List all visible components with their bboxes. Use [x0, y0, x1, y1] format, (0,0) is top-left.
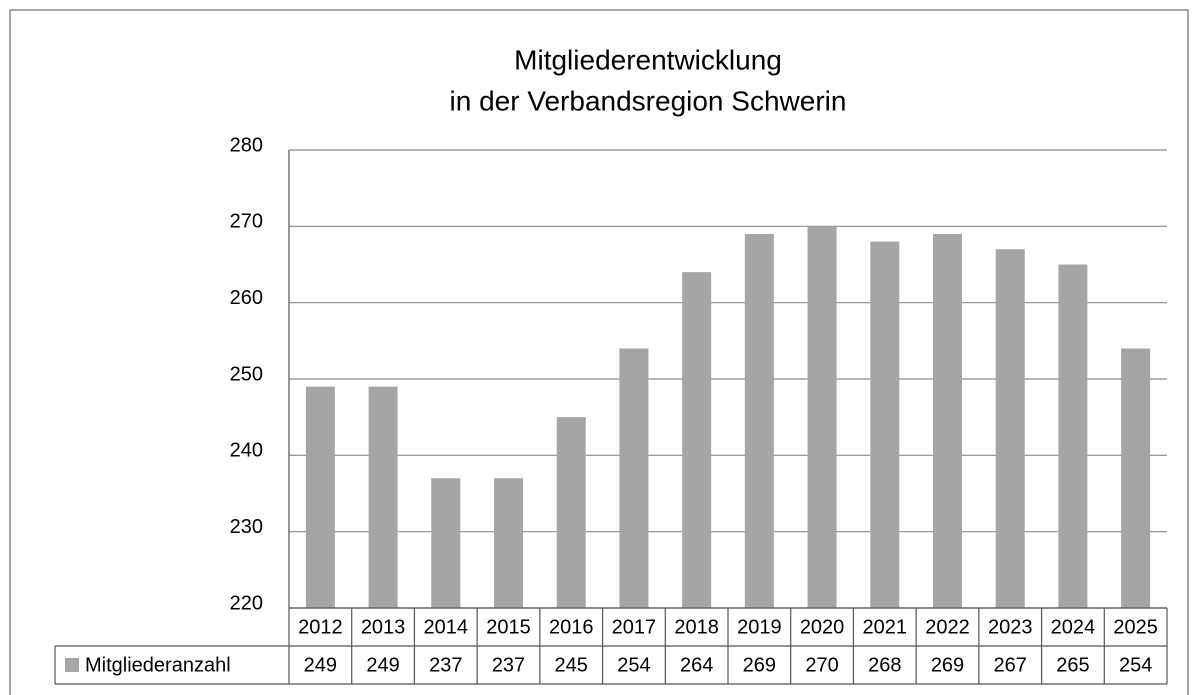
- data-table-value: 254: [1119, 654, 1152, 676]
- y-tick-label: 220: [230, 592, 263, 614]
- data-table-value: 268: [868, 654, 901, 676]
- x-tick-label: 2024: [1051, 616, 1096, 638]
- y-tick-label: 270: [230, 211, 263, 233]
- data-table-value: 264: [680, 654, 713, 676]
- y-tick-label: 240: [230, 440, 263, 462]
- bar: [870, 241, 900, 608]
- bar: [619, 348, 649, 608]
- chart-title: in der Verbandsregion Schwerin: [450, 85, 847, 116]
- data-table-value: 265: [1056, 654, 1089, 676]
- x-tick-label: 2020: [800, 616, 845, 638]
- x-tick-label: 2014: [424, 616, 469, 638]
- x-tick-label: 2022: [925, 616, 970, 638]
- data-table-value: 269: [743, 654, 776, 676]
- data-table-value: 267: [994, 654, 1027, 676]
- x-tick-label: 2016: [549, 616, 594, 638]
- bar: [368, 386, 398, 608]
- x-tick-label: 2015: [486, 616, 531, 638]
- x-tick-label: 2021: [863, 616, 908, 638]
- x-tick-label: 2017: [612, 616, 657, 638]
- legend-label: Mitgliederanzahl: [85, 654, 231, 676]
- legend-swatch: [65, 658, 79, 672]
- bar: [744, 233, 774, 608]
- x-tick-label: 2023: [988, 616, 1033, 638]
- y-tick-label: 260: [230, 287, 263, 309]
- bar: [494, 478, 523, 608]
- y-tick-label: 250: [230, 363, 263, 385]
- bar: [995, 249, 1025, 608]
- data-table-value: 254: [617, 654, 650, 676]
- data-table-value: 269: [931, 654, 964, 676]
- x-tick-label: 2013: [361, 616, 406, 638]
- bar: [682, 272, 712, 608]
- data-table-value: 270: [805, 654, 838, 676]
- x-tick-label: 2012: [298, 616, 343, 638]
- bar: [1121, 348, 1151, 608]
- x-tick-label: 2025: [1113, 616, 1158, 638]
- chart-title: Mitgliederentwicklung: [514, 44, 782, 75]
- data-table-value: 249: [304, 654, 337, 676]
- bar: [1058, 264, 1088, 608]
- data-table-value: 237: [492, 654, 525, 676]
- chart-border: [9, 9, 1189, 695]
- data-table-value: 237: [429, 654, 462, 676]
- data-table-value: 249: [366, 654, 399, 676]
- y-tick-label: 280: [230, 134, 263, 156]
- data-table-value: 245: [555, 654, 588, 676]
- bar: [933, 233, 962, 608]
- x-tick-label: 2019: [737, 616, 782, 638]
- bar: [807, 226, 837, 609]
- bar: [556, 417, 586, 608]
- y-tick-label: 230: [230, 516, 263, 538]
- bar: [431, 478, 461, 608]
- bar: [305, 386, 335, 608]
- x-tick-label: 2018: [674, 616, 719, 638]
